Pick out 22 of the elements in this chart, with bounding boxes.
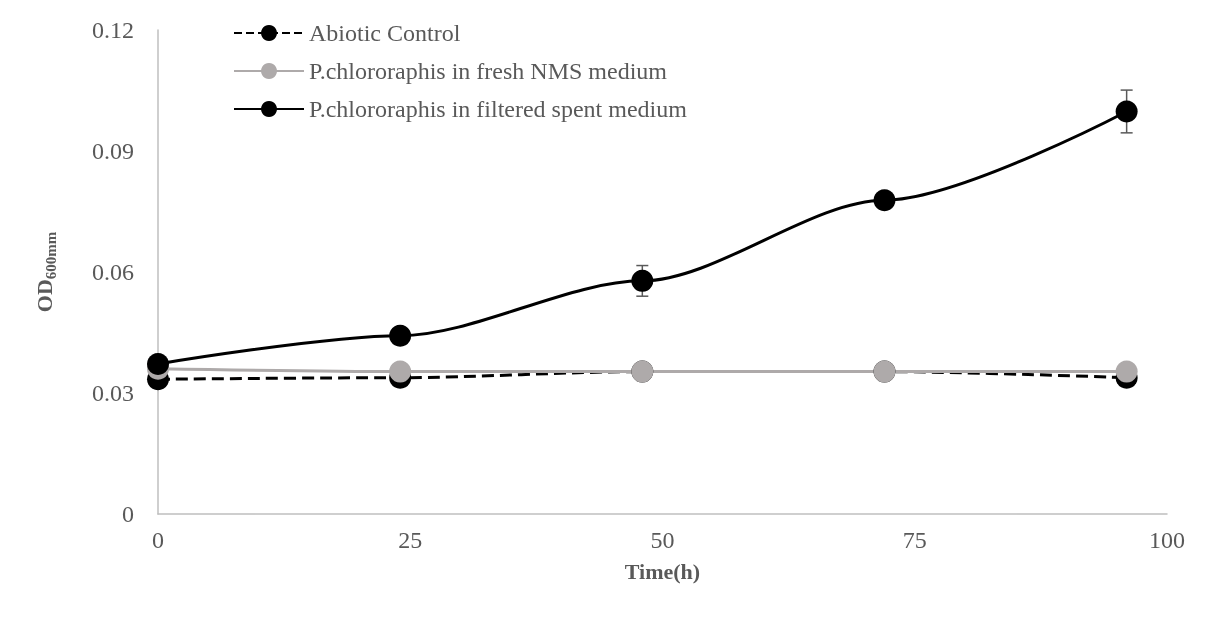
y-tick-label: 0.12 xyxy=(92,17,134,43)
legend-label: P.chlororaphis in fresh NMS medium xyxy=(309,58,668,84)
point xyxy=(389,324,412,347)
point xyxy=(873,189,896,212)
y-tick-label: 0.06 xyxy=(92,259,134,285)
legend-label: Abiotic Control xyxy=(309,20,461,46)
point xyxy=(631,269,654,292)
y-axis-title: OD600mm xyxy=(32,231,59,313)
point xyxy=(147,352,169,375)
x-tick-label: 0 xyxy=(152,527,164,553)
point xyxy=(1115,360,1138,383)
x-tick-label: 25 xyxy=(398,527,423,553)
x-tick-label: 50 xyxy=(650,527,675,553)
x-tick-label: 100 xyxy=(1149,527,1185,553)
legend-label: P.chlororaphis in filtered spent medium xyxy=(309,96,688,122)
x-tick-label: 75 xyxy=(902,527,927,553)
y-tick-label: 0.09 xyxy=(92,138,134,164)
y-tick-label: 0 xyxy=(122,501,134,527)
point xyxy=(1115,100,1138,123)
point xyxy=(389,360,412,383)
x-axis-title: Time(h) xyxy=(624,558,701,584)
y-tick-label: 0.03 xyxy=(92,380,134,406)
